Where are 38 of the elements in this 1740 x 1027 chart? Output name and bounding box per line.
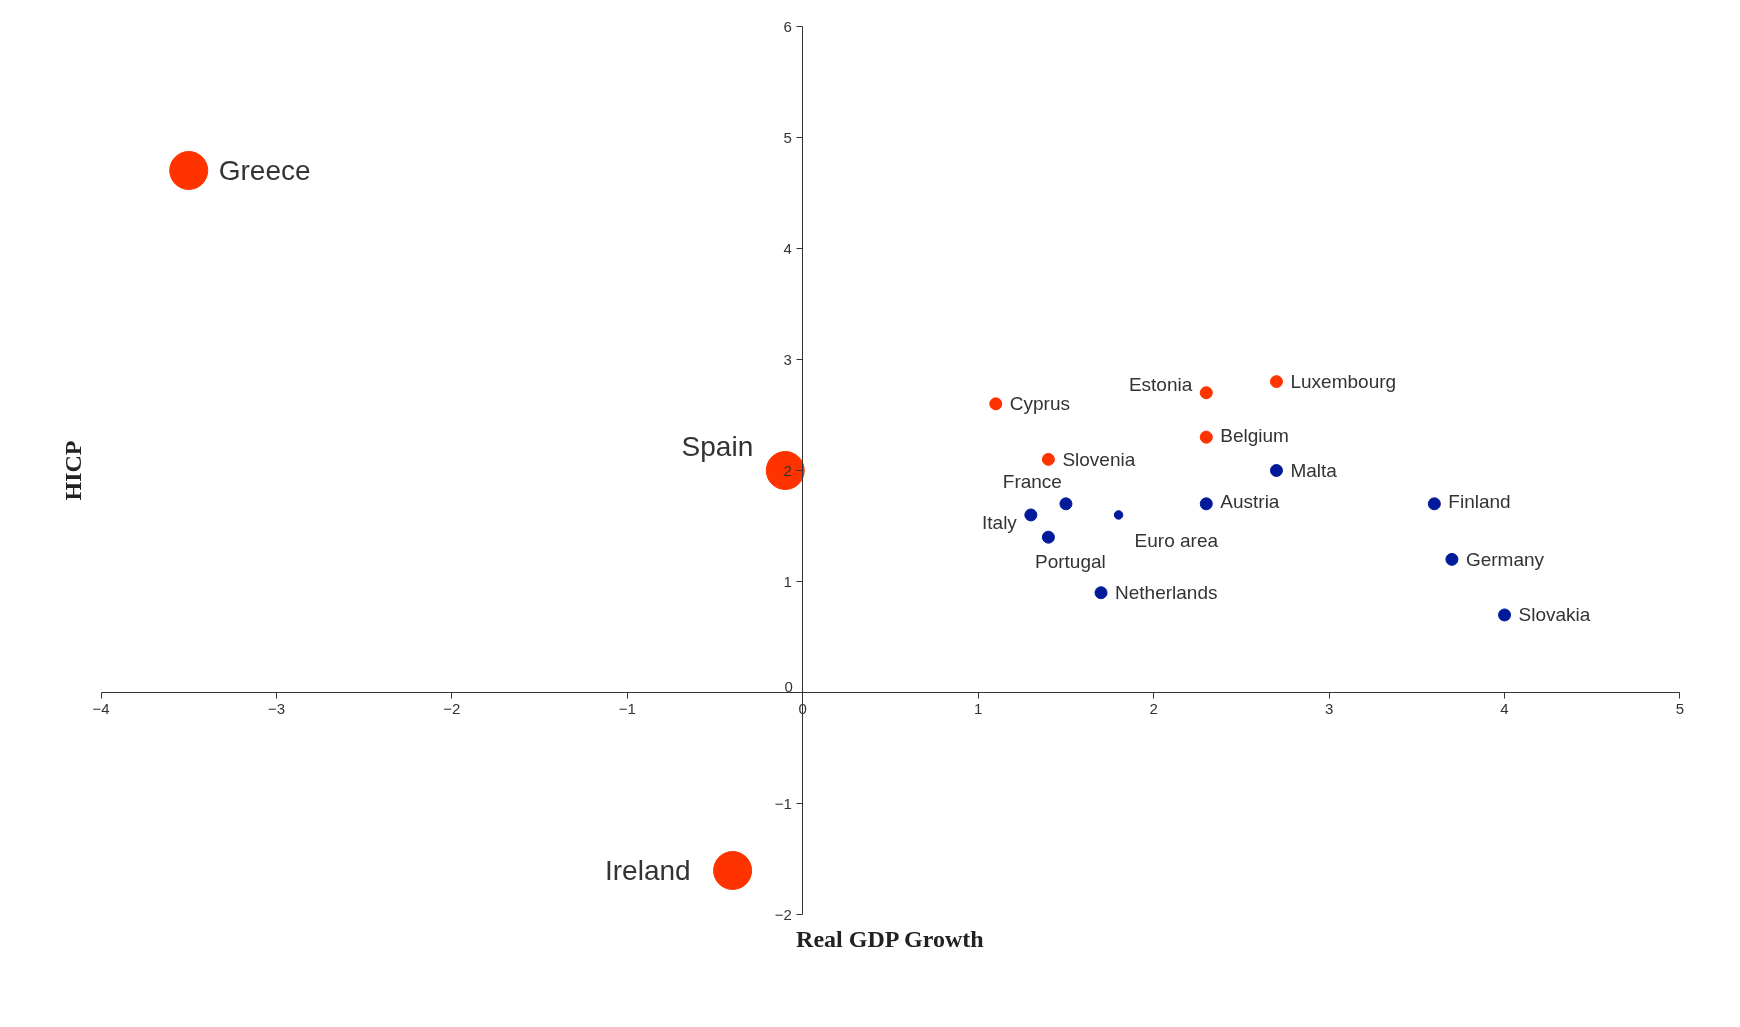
annotation: Belgium [1220, 424, 1289, 446]
y-tick-label: 1 [783, 573, 792, 591]
annotation: Finland [1448, 491, 1511, 513]
annotation: Netherlands [1115, 582, 1218, 604]
annotation: Malta [1290, 460, 1338, 481]
x-tick-label: −4 [92, 699, 110, 717]
y-tick-label: 5 [783, 128, 792, 146]
x-tick-label: 3 [1324, 699, 1334, 717]
annotation: France [1002, 471, 1062, 493]
x-tick-label: −1 [618, 699, 636, 717]
annotation: Austria [1220, 491, 1280, 513]
annotation: Slovenia [1062, 448, 1136, 470]
annotation: Ireland [604, 855, 691, 886]
x-tick-label: 5 [1675, 699, 1685, 717]
x-tick-label: 2 [1149, 699, 1158, 717]
x-tick-label: 1 [974, 699, 983, 717]
annotation: Cyprus [1009, 393, 1070, 415]
annotation: Italy [982, 512, 1018, 534]
y-tick-label: 3 [783, 350, 792, 368]
y-axis-title: HICP [59, 440, 86, 501]
x-tick-label: −2 [443, 699, 461, 717]
x-tick-label: 4 [1500, 699, 1509, 717]
y-tick-label: −2 [774, 906, 792, 924]
y-tick-label: 4 [783, 239, 792, 257]
y-tick-label: 2 [783, 462, 792, 479]
y-tick-label: −1 [774, 795, 792, 813]
annotation: Greece [218, 155, 311, 186]
annotation: Euro area [1134, 530, 1219, 552]
x-axis-title: Real GDP Growth [796, 925, 984, 952]
y-tick-label: 0 [784, 677, 793, 695]
annotation: Spain [681, 431, 754, 462]
annotation: Slovakia [1518, 604, 1591, 626]
annotation: Germany [1465, 548, 1545, 570]
annotation: Luxembourg [1290, 371, 1397, 393]
y-tick-label: 6 [783, 17, 792, 35]
x-tick-label: −3 [267, 699, 286, 717]
annotation: Portugal [1035, 550, 1106, 572]
annotation: Estonia [1128, 374, 1193, 396]
